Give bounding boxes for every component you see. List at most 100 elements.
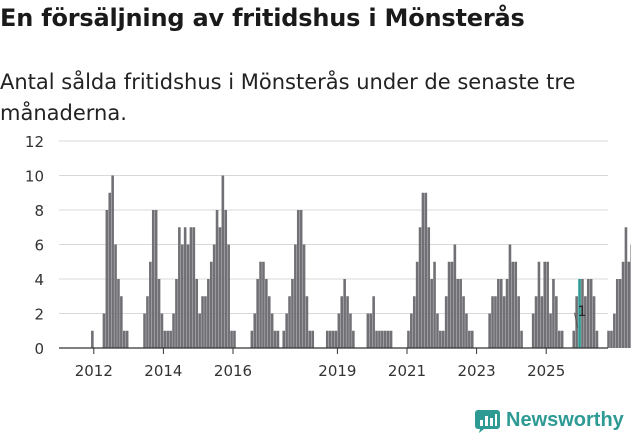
bar <box>117 279 120 348</box>
bar <box>621 261 625 348</box>
bar <box>204 296 207 348</box>
bar <box>154 210 158 348</box>
bar <box>325 330 329 348</box>
bar <box>253 313 257 348</box>
bar <box>531 313 535 348</box>
bar <box>233 330 236 348</box>
bar <box>105 210 109 348</box>
bar <box>180 244 184 348</box>
bar <box>288 296 291 348</box>
bar <box>552 279 555 348</box>
bar <box>444 296 448 348</box>
bar <box>497 279 500 348</box>
bar <box>334 330 338 348</box>
brand-name: Newsworthy <box>506 409 624 431</box>
bar <box>108 192 112 348</box>
bar <box>505 279 509 348</box>
bar <box>111 175 114 348</box>
bar <box>462 296 465 348</box>
bar <box>459 279 462 348</box>
bar <box>276 330 280 348</box>
bar <box>520 330 523 348</box>
bar <box>624 227 628 348</box>
bar <box>265 279 268 348</box>
bar <box>389 330 393 348</box>
y-tick-label: 2 <box>34 306 44 324</box>
bar <box>465 313 468 348</box>
y-tick-label: 0 <box>34 340 44 358</box>
bar <box>375 330 378 348</box>
bar <box>468 330 471 348</box>
x-tick-label: 2014 <box>144 362 182 380</box>
bar <box>386 330 390 348</box>
bar <box>540 296 544 348</box>
bar <box>299 210 303 348</box>
bar <box>615 279 619 348</box>
bar <box>557 330 561 348</box>
bar <box>499 279 503 348</box>
bar <box>221 175 225 348</box>
bar <box>273 330 277 348</box>
bar <box>447 261 451 348</box>
bar <box>189 227 193 348</box>
bar <box>470 330 474 348</box>
bar <box>595 330 599 348</box>
x-tick-label: 2019 <box>318 362 356 380</box>
y-tick-label: 8 <box>34 202 44 220</box>
bar <box>618 279 622 348</box>
newsworthy-logo: Newsworthy <box>475 408 624 433</box>
bar <box>430 279 433 348</box>
bar <box>418 227 422 348</box>
bar <box>366 313 370 348</box>
bar <box>311 330 315 348</box>
bar <box>610 330 613 348</box>
bar <box>186 244 190 348</box>
bar <box>415 261 419 348</box>
bar <box>494 296 497 348</box>
bar <box>160 313 164 348</box>
bar <box>488 313 491 348</box>
bar <box>421 192 425 348</box>
bar <box>450 261 454 348</box>
bar <box>349 313 352 348</box>
y-tick-label: 4 <box>34 271 44 289</box>
bar-latest <box>578 279 581 348</box>
bar <box>584 296 587 348</box>
bar <box>166 330 170 348</box>
annotation-label: 1 <box>578 304 587 320</box>
bar <box>114 244 117 348</box>
bar <box>270 313 274 348</box>
bar <box>352 330 355 348</box>
bar <box>157 279 161 348</box>
bar <box>436 313 439 348</box>
bar <box>256 279 259 348</box>
bar <box>230 330 233 348</box>
bar <box>175 279 178 348</box>
bar <box>508 244 512 348</box>
y-axis-ticks: 0 2 4 6 8 10 12 <box>25 133 44 358</box>
x-tick-label: 2016 <box>214 362 252 380</box>
x-tick-label: 2023 <box>458 362 496 380</box>
bar <box>586 279 590 348</box>
bar <box>308 330 312 348</box>
bar <box>433 261 436 348</box>
bar <box>296 210 300 348</box>
bar <box>369 313 373 348</box>
bar <box>125 330 129 348</box>
bar <box>546 261 549 348</box>
bar <box>381 330 384 348</box>
bar <box>198 313 201 348</box>
bar <box>555 296 558 348</box>
bar <box>91 330 94 348</box>
bar-chart: 0 2 4 6 8 10 12 2012 2014 2016 2019 2021 2023 2025 1 <box>25 133 631 380</box>
bar <box>627 261 631 348</box>
bar <box>511 261 515 348</box>
bar <box>305 296 309 348</box>
x-axis-ticks: 2012 2014 2016 2019 2021 2023 2025 <box>75 348 565 380</box>
bar <box>592 296 596 348</box>
gridlines <box>59 140 608 314</box>
bar <box>502 296 506 348</box>
bar <box>383 330 387 348</box>
bar <box>607 330 610 348</box>
bar <box>224 210 228 348</box>
